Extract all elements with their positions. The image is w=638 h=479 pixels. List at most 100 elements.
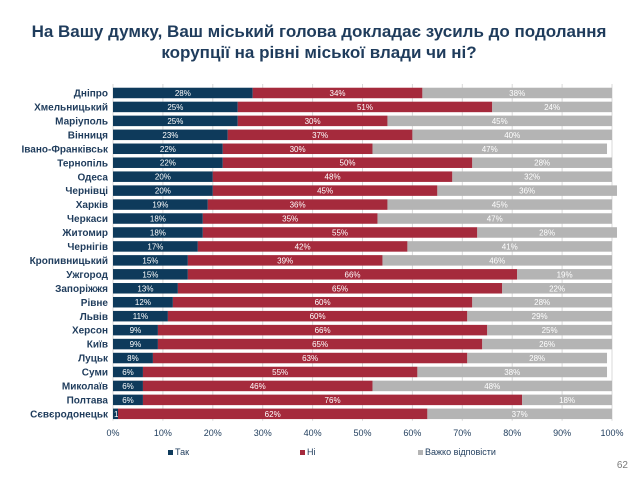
chart-title-line-1: На Вашу думку, Ваш міський голова доклад… bbox=[31, 22, 607, 41]
category-label: Житомир bbox=[61, 228, 108, 239]
data-label: 28% bbox=[534, 159, 550, 168]
data-label: 19% bbox=[152, 201, 168, 210]
bar-segment bbox=[427, 408, 612, 420]
legend-entry: Важко відповісти bbox=[425, 447, 496, 457]
data-label: 46% bbox=[489, 256, 505, 265]
category-label: Маріуполь bbox=[55, 116, 108, 127]
bar-segment bbox=[113, 283, 178, 294]
bar-segment bbox=[212, 185, 438, 196]
data-label: 28% bbox=[534, 298, 550, 307]
data-label: 11% bbox=[133, 312, 148, 321]
data-label: 40% bbox=[504, 131, 520, 140]
data-label: 37% bbox=[512, 410, 528, 419]
bar-segment bbox=[113, 143, 223, 155]
data-label: 30% bbox=[305, 117, 321, 126]
bar-segment bbox=[412, 129, 612, 141]
data-label: 63% bbox=[302, 354, 318, 363]
legend-swatch bbox=[300, 450, 305, 455]
data-label: 45% bbox=[492, 201, 508, 210]
x-tick-label: 40% bbox=[304, 428, 322, 438]
data-label: 13% bbox=[137, 284, 153, 293]
data-label: 6% bbox=[122, 382, 134, 391]
bar-segment bbox=[142, 366, 418, 378]
bar-segment bbox=[113, 227, 203, 238]
data-label: 23% bbox=[162, 131, 178, 140]
bar-segment bbox=[113, 310, 168, 322]
bar-segment bbox=[382, 255, 612, 266]
bar-segment bbox=[152, 352, 468, 364]
data-label: 22% bbox=[549, 284, 565, 293]
bar-segment bbox=[113, 352, 153, 364]
category-label: Вінниця bbox=[68, 130, 108, 141]
bar-segment bbox=[222, 143, 373, 155]
bar-segment bbox=[467, 310, 612, 322]
category-label: Херсон bbox=[72, 326, 108, 337]
bar-segment bbox=[472, 296, 612, 308]
bar-segment bbox=[237, 101, 493, 113]
bar-segment bbox=[407, 241, 612, 252]
bar-segment bbox=[167, 310, 468, 322]
category-label: Черкаси bbox=[67, 214, 108, 225]
data-label: 65% bbox=[312, 340, 328, 349]
bar-segment bbox=[113, 115, 238, 127]
category-label: Тернопіль bbox=[57, 158, 108, 169]
bar-segment bbox=[372, 380, 612, 392]
page-number: 62 bbox=[616, 460, 628, 471]
data-label: 8% bbox=[127, 354, 139, 363]
data-label: 76% bbox=[325, 396, 341, 405]
bar-segment bbox=[437, 185, 617, 196]
data-label: 28% bbox=[529, 354, 545, 363]
x-tick-label: 50% bbox=[353, 428, 371, 438]
category-label: Київ bbox=[87, 340, 108, 351]
bar-segment bbox=[113, 408, 118, 420]
data-label: 26% bbox=[539, 340, 555, 349]
data-label: 47% bbox=[482, 145, 498, 154]
category-label: Рівне bbox=[81, 298, 109, 309]
bar-segment bbox=[113, 324, 158, 336]
data-label: 19% bbox=[557, 270, 573, 279]
bar-segment bbox=[502, 283, 612, 294]
bar-segment bbox=[113, 171, 213, 182]
data-label: 35% bbox=[282, 215, 298, 224]
bar-segment bbox=[492, 101, 612, 113]
data-label: 18% bbox=[559, 396, 575, 405]
data-label: 39% bbox=[277, 256, 293, 265]
data-label: 30% bbox=[290, 145, 306, 154]
x-tick-label: 20% bbox=[204, 428, 222, 438]
data-label: 32% bbox=[524, 173, 540, 182]
data-label: 51% bbox=[357, 103, 373, 112]
data-label: 48% bbox=[325, 173, 341, 182]
data-label: 22% bbox=[160, 159, 176, 168]
bar-segment bbox=[372, 143, 608, 155]
bar-segment bbox=[177, 283, 503, 294]
bar-segment bbox=[113, 101, 238, 113]
category-label: Івано-Франківськ bbox=[22, 144, 109, 155]
data-label: 15% bbox=[142, 256, 158, 265]
category-label: Дніпро bbox=[74, 89, 108, 100]
category-label: Одеса bbox=[77, 172, 108, 183]
x-tick-label: 70% bbox=[453, 428, 471, 438]
data-label: 62% bbox=[265, 410, 281, 419]
legend-swatch bbox=[168, 450, 173, 455]
category-label: Луцьк bbox=[78, 354, 109, 365]
data-label: 65% bbox=[332, 284, 348, 293]
bar-segment bbox=[452, 171, 612, 182]
data-label: 9% bbox=[130, 340, 142, 349]
data-label: 36% bbox=[290, 201, 306, 210]
data-label: 9% bbox=[130, 326, 142, 335]
category-label: Запоріжжя bbox=[55, 284, 108, 295]
bar-segment bbox=[377, 213, 612, 224]
bar-segment bbox=[252, 87, 423, 99]
data-label: 28% bbox=[175, 89, 191, 98]
data-label: 48% bbox=[484, 382, 500, 391]
bar-segment bbox=[113, 394, 143, 406]
bar-segment bbox=[187, 269, 518, 280]
bar-segment bbox=[113, 255, 188, 266]
bar-segment bbox=[113, 366, 143, 378]
data-label: 18% bbox=[150, 215, 166, 224]
bar-segment bbox=[477, 227, 617, 238]
category-label: Кропивницький bbox=[30, 256, 108, 267]
bar-segment bbox=[212, 171, 453, 182]
bar-segment bbox=[157, 338, 483, 350]
legend-swatch bbox=[418, 450, 423, 455]
